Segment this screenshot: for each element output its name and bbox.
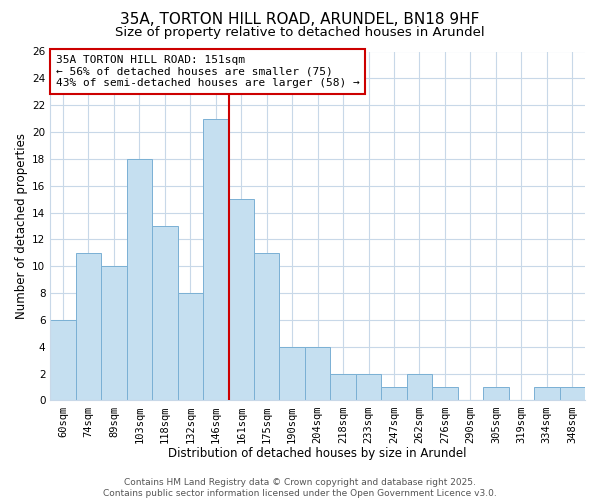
Text: Size of property relative to detached houses in Arundel: Size of property relative to detached ho… [115,26,485,39]
Bar [407,374,432,400]
Bar [152,226,178,400]
Bar [560,387,585,400]
Bar [50,320,76,400]
Bar [254,253,280,400]
Bar [101,266,127,400]
Text: 35A TORTON HILL ROAD: 151sqm
← 56% of detached houses are smaller (75)
43% of se: 35A TORTON HILL ROAD: 151sqm ← 56% of de… [56,55,359,88]
Bar [280,347,305,401]
Bar [76,253,101,400]
Text: 35A, TORTON HILL ROAD, ARUNDEL, BN18 9HF: 35A, TORTON HILL ROAD, ARUNDEL, BN18 9HF [121,12,479,28]
X-axis label: Distribution of detached houses by size in Arundel: Distribution of detached houses by size … [169,447,467,460]
Y-axis label: Number of detached properties: Number of detached properties [15,133,28,319]
Bar [203,118,229,400]
Bar [331,374,356,400]
Bar [305,347,331,401]
Bar [127,159,152,400]
Bar [432,387,458,400]
Bar [229,199,254,400]
Text: Contains HM Land Registry data © Crown copyright and database right 2025.
Contai: Contains HM Land Registry data © Crown c… [103,478,497,498]
Bar [483,387,509,400]
Bar [534,387,560,400]
Bar [356,374,381,400]
Bar [381,387,407,400]
Bar [178,293,203,401]
